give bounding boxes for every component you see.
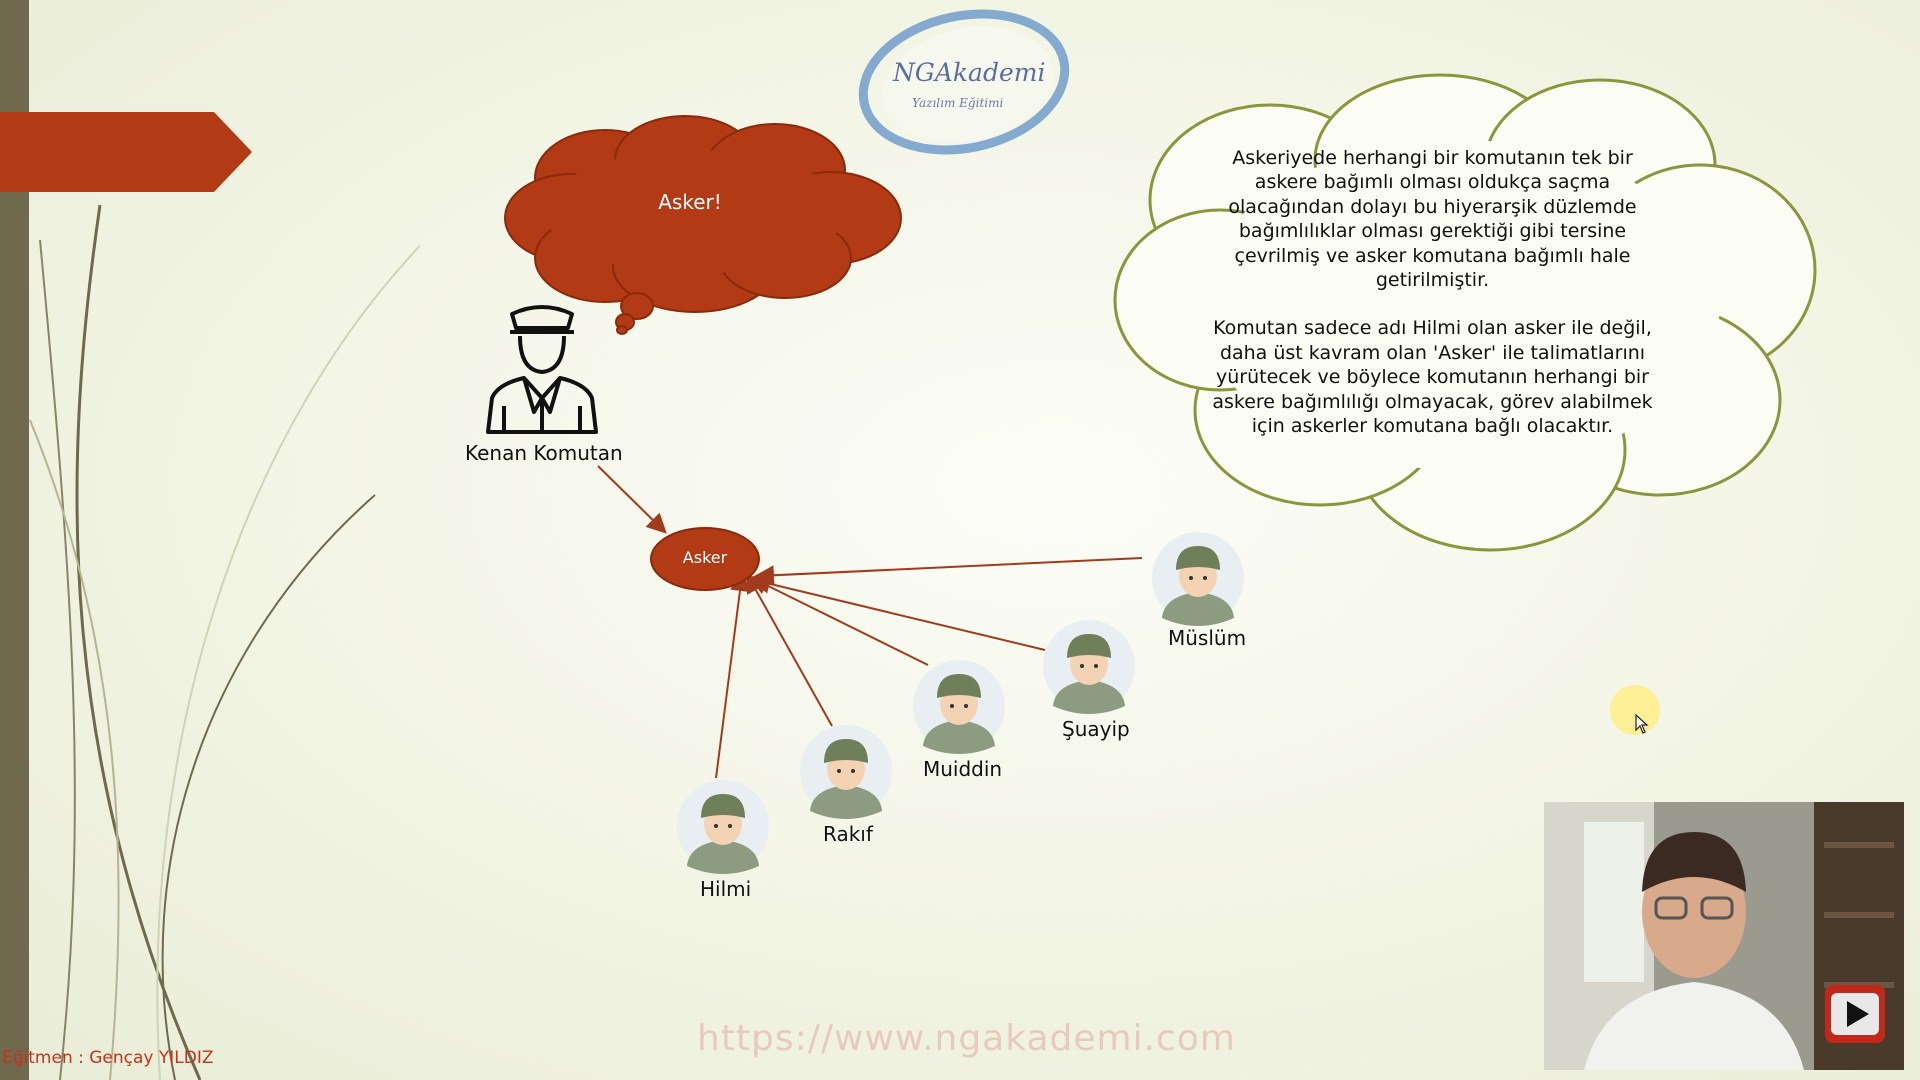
explanation-paragraph-1: Askeriyede herhangi bir komutanın tek bi…: [1228, 147, 1637, 292]
explanation-text: Askeriyede herhangi bir komutanın tek bi…: [1210, 146, 1655, 462]
explanation-cloud: [1113, 73, 1817, 552]
soldier-icon: [913, 660, 1005, 754]
soldier-name: Şuayip: [1062, 717, 1130, 741]
soldier-icon: [677, 780, 769, 874]
logo-title: NGAkademi: [893, 58, 1046, 87]
youtube-play-icon[interactable]: [1825, 985, 1885, 1043]
title-arrow-banner: [0, 112, 252, 192]
decorative-grass-lines: [29, 204, 420, 1080]
asker-node-label: Asker: [682, 548, 728, 567]
soldier-icon: [800, 725, 892, 819]
thought-bubble-text: Asker!: [658, 190, 722, 214]
commander-name: Kenan Komutan: [465, 441, 623, 465]
explanation-paragraph-2: Komutan sadece adı Hilmi olan asker ile …: [1212, 317, 1653, 438]
ngakademi-logo: [858, 9, 1070, 155]
cursor-highlight: [1610, 685, 1660, 735]
soldier-name: Rakıf: [823, 822, 873, 846]
commander-icon: [486, 305, 598, 434]
trainer-credit: Eğitmen : Gençay YILDIZ: [2, 1048, 214, 1068]
asker-abstraction-node: [650, 527, 760, 591]
soldier-icon: [1152, 532, 1244, 626]
website-watermark: https://www.ngakademi.com: [697, 1018, 1236, 1059]
mouse-cursor-icon: [1635, 714, 1649, 734]
soldier-icon: [1043, 620, 1135, 714]
thought-bubble: [504, 115, 902, 335]
soldier-name: Muiddin: [923, 757, 1003, 781]
soldier-name: Müslüm: [1168, 626, 1247, 650]
soldier-name: Hilmi: [700, 877, 752, 901]
logo-subtitle: Yazılım Eğitimi: [912, 96, 1004, 110]
